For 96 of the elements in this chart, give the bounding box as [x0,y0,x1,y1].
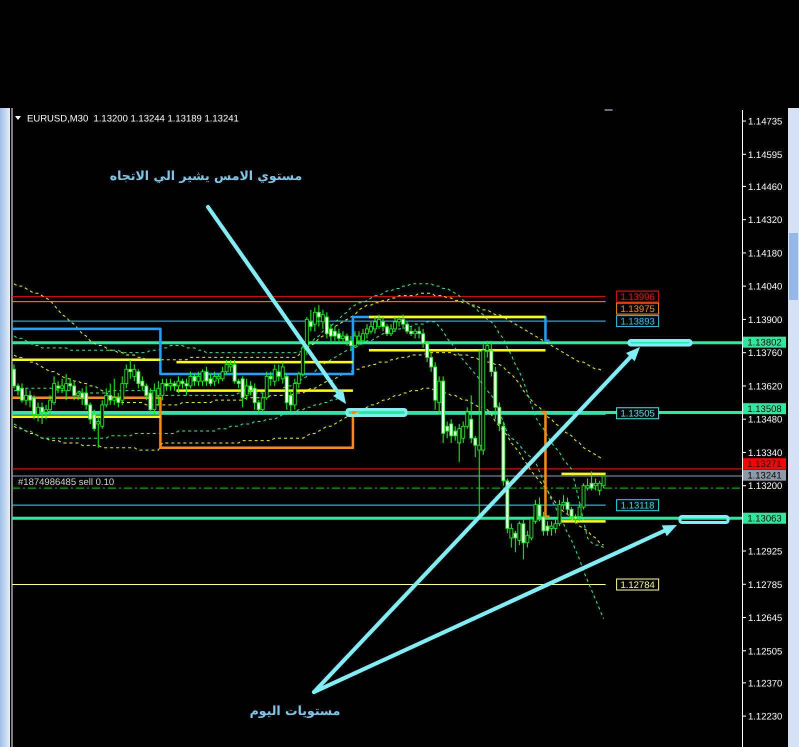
candlestick [60,378,64,394]
candlestick [244,378,249,401]
candlestick [276,364,281,382]
y-tick-label: 1.14040 [748,282,782,293]
candlestick [204,366,208,386]
y-tick-label: 1.12505 [748,646,782,658]
candlestick [64,374,68,401]
y-tick-label: 1.13340 [748,448,782,459]
ref-line-label: 1.13063 [747,514,782,525]
candlestick [590,470,594,491]
candlestick [20,383,24,404]
ref-line-label: 1.13271 [747,459,782,470]
candlestick [136,368,140,389]
candlestick [72,380,76,401]
candlestick [401,314,405,330]
candlestick [200,368,204,386]
candlestick [240,376,245,408]
line-series [14,283,604,548]
candlestick [232,359,237,384]
candlestick [345,333,349,346]
candlestick [24,388,28,406]
ref-line-label: 1.13802 [747,338,782,349]
candlestick [80,388,84,406]
y-tick-label: 1.13900 [748,314,782,326]
candlestick [316,304,321,328]
y-tick-label: 1.12230 [748,712,782,723]
candlestick [373,316,377,334]
y-tick-label: 1.12925 [748,546,782,558]
candlestick [148,388,152,413]
y-tick-label: 1.12785 [748,580,782,591]
ref-line-label: 1.13893 [620,316,655,328]
candlestick [32,394,36,420]
candlestick [566,497,570,515]
candlestick [172,380,176,392]
y-tick-label: 1.13760 [748,348,782,360]
candlestick [365,324,369,339]
ref-line-label: 1.13505 [620,408,655,420]
candlestick [336,328,341,344]
candlestick [353,330,357,348]
candlestick [160,378,164,401]
candlestick [550,520,554,536]
ref-line-label: #1874986485 sell 0.10 [18,477,114,488]
ref-line-label: 1.13975 [620,304,655,316]
candlestick [397,316,401,328]
candlestick [216,374,220,384]
candlestick [108,383,112,406]
candlestick [196,371,200,386]
candlestick [324,312,329,339]
candlestick [377,314,381,330]
ref-line-label: 1.12784 [620,580,655,592]
candlestick [453,426,458,442]
y-tick-label: 1.13480 [748,414,782,426]
candlestick [409,326,413,337]
y-tick-label: 1.14595 [748,150,782,161]
y-tick-label: 1.12645 [748,613,782,624]
candlestick [332,326,337,342]
ref-line-label: 1.13118 [620,500,654,512]
candlestick [152,383,156,415]
annotation: مستويات اليوم [250,703,340,719]
y-tick-label: 1.14460 [748,182,782,193]
candlestick [594,478,598,491]
candlestick [192,374,196,386]
y-tick-label: 1.13620 [748,381,782,392]
candlestick [132,364,136,382]
candlestick [369,321,373,334]
candlestick [112,378,116,406]
candlestick [361,328,365,344]
candlestick [393,316,397,332]
candlestick [176,376,180,394]
candlestick [252,383,257,410]
y-tick-label: 1.14320 [748,215,782,226]
candlestick [522,518,526,560]
candlestick [413,328,418,339]
candlestick [272,364,277,386]
candlestick [457,423,462,462]
candlestick [357,330,361,346]
y-tick-label: 1.14180 [748,248,782,260]
candlestick [349,336,353,351]
annotation: مستوي الامس يشير الي الاتجاه [110,168,302,184]
y-tick-label: 1.14735 [748,116,782,128]
candlestick [312,307,317,332]
candlestick [449,418,454,444]
candlestick [212,371,216,386]
ref-line-label: 1.13508 [747,404,782,416]
text: EURUSD,M30 1.13200 1.13244 1.13189 1.13241 [27,114,239,124]
y-tick-label: 1.13200 [748,481,782,492]
candlestick [341,330,345,344]
candlestick [469,394,474,444]
ref-line-label: 1.13996 [620,292,655,304]
line-series [14,321,604,620]
y-tick-label: 1.12370 [748,678,782,690]
candlestick [381,316,385,332]
candlestick [184,378,188,396]
candlestick [168,378,172,392]
ref-line-label: 1.13241 [747,470,782,482]
candlestick [40,402,44,424]
